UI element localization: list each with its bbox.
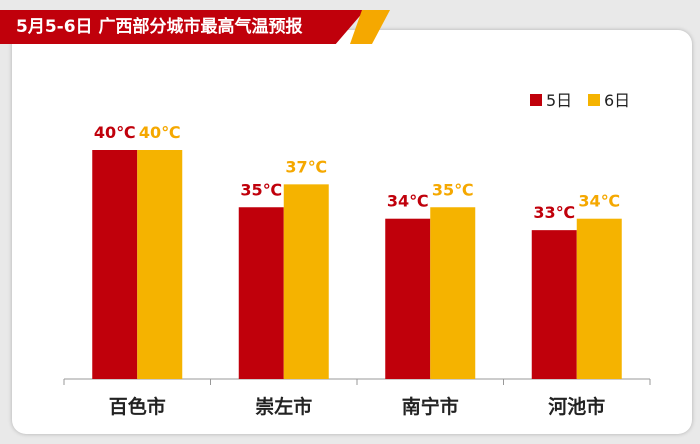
bar-day5 — [385, 218, 431, 379]
category-label: 南宁市 — [402, 395, 459, 418]
legend-swatch — [588, 94, 600, 106]
bar-day5 — [92, 150, 138, 379]
bar-day6 — [137, 150, 183, 379]
bar-day6 — [576, 218, 622, 379]
legend-label: 5日 — [546, 91, 572, 110]
category-label: 百色市 — [109, 395, 166, 418]
data-label: 34℃ — [387, 192, 429, 211]
legend-swatch — [530, 94, 542, 106]
title-banner — [0, 10, 365, 44]
data-label: 37℃ — [285, 157, 327, 176]
bar-day6 — [283, 184, 329, 379]
data-label: 40℃ — [139, 123, 181, 142]
bar-day5 — [238, 207, 284, 379]
category-label: 崇左市 — [255, 395, 312, 418]
bar-day6 — [430, 207, 476, 379]
category-label: 河池市 — [548, 395, 605, 418]
bar-day5 — [531, 230, 577, 379]
data-label: 40℃ — [94, 123, 136, 142]
data-label: 34℃ — [578, 192, 620, 211]
data-label: 33℃ — [533, 203, 575, 222]
legend-label: 6日 — [604, 91, 630, 110]
chart-title: 5月5-6日 广西部分城市最高气温预报 — [16, 17, 303, 37]
data-label: 35℃ — [432, 180, 474, 199]
data-label: 35℃ — [240, 180, 282, 199]
